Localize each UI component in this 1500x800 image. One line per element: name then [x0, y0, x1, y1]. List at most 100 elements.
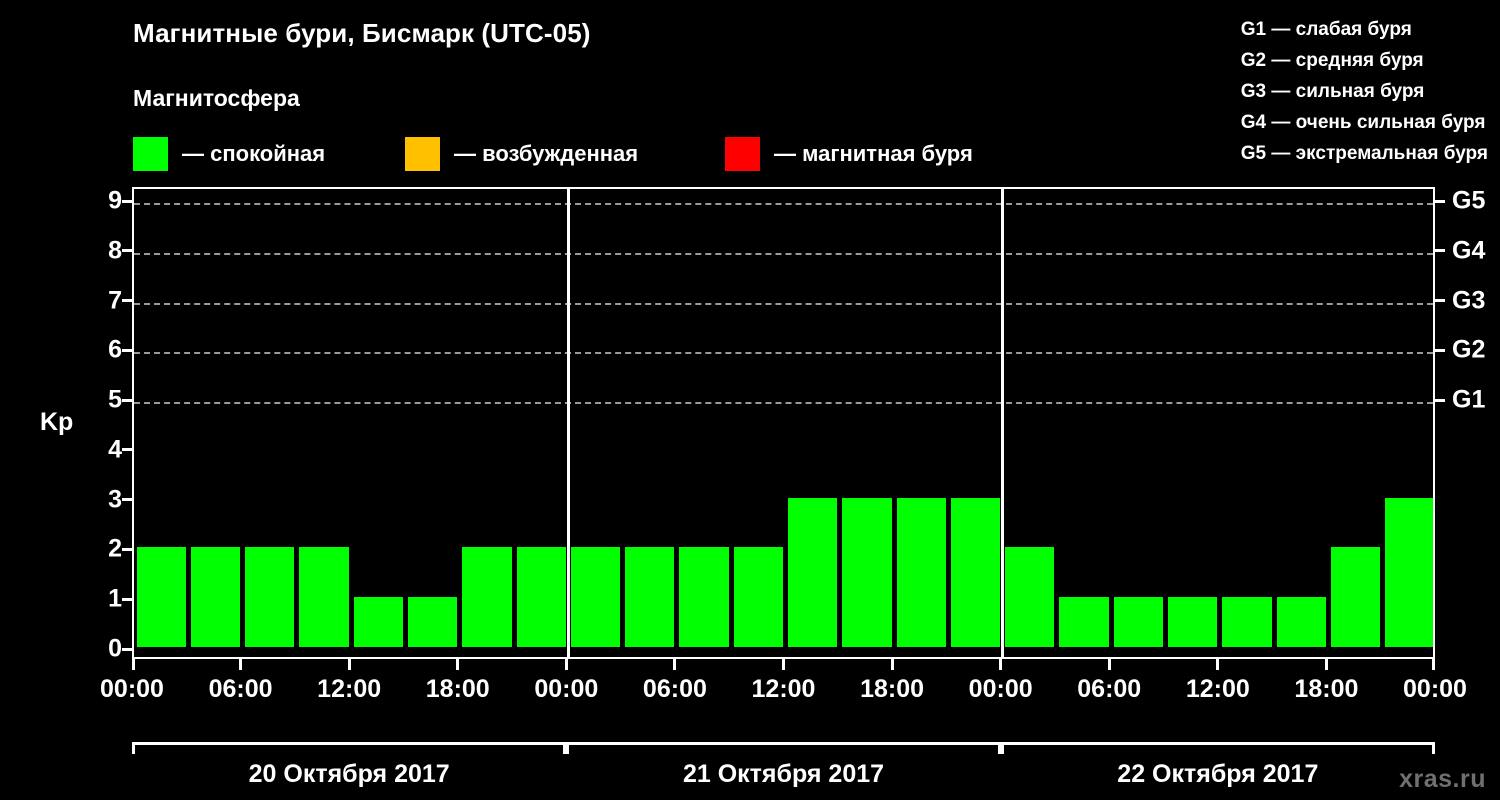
x-tick-mark [347, 659, 351, 670]
y-tick-label: 6 [108, 335, 122, 364]
y-tick-label: 8 [108, 236, 122, 265]
g-scale-legend: G1 — слабая буря G2 — средняя буря G3 — си… [1241, 14, 1488, 169]
y-tick-label: 0 [108, 634, 122, 663]
gridline [134, 203, 1433, 205]
x-tick-label: 06:00 [1077, 675, 1142, 703]
day-bands: 20 Октября 2017 21 Октября 2017 22 Октября… [132, 742, 1435, 798]
g-tick-mark [1434, 348, 1445, 352]
day-band-bracket [566, 742, 1001, 754]
y-tick-mark [122, 348, 132, 352]
g-tick-label-g4: G4 [1452, 236, 1486, 265]
x-tick-mark [564, 659, 568, 670]
x-tick-mark [890, 659, 894, 670]
y-axis-label: Kp [40, 408, 74, 436]
bar [733, 547, 783, 647]
g-tick-label-g1: G1 [1452, 385, 1486, 414]
day-separator [566, 189, 570, 657]
bar [679, 547, 729, 647]
g-scale-legend-row-2: G2 — средняя буря [1240, 50, 1424, 71]
g-tick-mark [1434, 299, 1445, 303]
bar [353, 597, 403, 647]
storm-swatch [725, 137, 760, 171]
legend-entry: — возбужденная [405, 133, 638, 175]
bar [896, 497, 946, 647]
bar [842, 497, 892, 647]
gridline [134, 252, 1433, 255]
day-separator [1001, 189, 1005, 657]
x-tick-label: 18:00 [1294, 675, 1359, 703]
x-axis: 00:00 06:00 12:00 18:00 00:00 06:00 12:00 18:00… [100, 659, 1467, 719]
day-band-bracket [1000, 742, 1435, 754]
legend-entry: — магнитная буря [725, 133, 973, 175]
x-tick-label: 00:00 [534, 675, 599, 703]
y-tick-label: 3 [108, 485, 122, 514]
x-tick-mark [1324, 659, 1328, 670]
y-tick-label: 1 [108, 584, 122, 613]
bar [516, 547, 566, 647]
x-tick-mark [673, 659, 677, 670]
g-scale-legend-row-4: G4 — очень сильная буря [1240, 112, 1486, 133]
bar [1222, 597, 1272, 647]
y-tick-mark [122, 249, 132, 253]
calm-swatch [133, 137, 168, 171]
bar [299, 547, 349, 647]
bar [625, 547, 675, 647]
g-tick-mark [1434, 199, 1445, 203]
g-tick-mark [1434, 398, 1445, 402]
y-tick-label: 5 [108, 385, 122, 414]
page-title: Магнитные бури, Бисмарк (UTC-05) [133, 18, 591, 48]
legend-entry-label: — магнитная буря [774, 141, 973, 166]
day-band-label: 20 Октября 2017 [248, 760, 450, 788]
legend-entry-label: — спокойная [182, 141, 326, 166]
y-tick-mark [122, 398, 132, 402]
bar [1330, 547, 1381, 647]
magnetosphere-legend-title: Магнитосфера [133, 85, 300, 111]
bar [570, 547, 621, 647]
x-tick-label: 18:00 [860, 675, 925, 703]
bar [462, 547, 512, 647]
y-tick-mark [122, 199, 132, 203]
gridline [134, 352, 1433, 355]
bar [1276, 597, 1326, 647]
unsettled-swatch [405, 137, 440, 171]
y-tick-label: 2 [108, 534, 122, 563]
x-tick-mark [1216, 659, 1220, 670]
day-band-label: 22 Октября 2017 [1117, 760, 1319, 788]
bar [407, 597, 458, 647]
y-tick-label: 9 [108, 186, 122, 215]
y-tick-label: 4 [108, 435, 122, 464]
y-axis-right-g-scale: G1 G2 G3 G4 G5 [1434, 187, 1500, 659]
x-tick-label: 00:00 [100, 675, 164, 703]
g-scale-legend-row-3: G3 — сильная буря [1240, 81, 1425, 102]
x-tick-label: 06:00 [642, 675, 707, 703]
gridline [134, 402, 1433, 405]
gridline [134, 302, 1433, 305]
bar [245, 547, 295, 647]
x-tick-label: 00:00 [1403, 675, 1467, 703]
x-tick-label: 12:00 [751, 675, 816, 703]
bar [136, 547, 186, 647]
y-tick-mark [122, 448, 132, 452]
bar [1059, 597, 1109, 647]
y-tick-mark [122, 547, 132, 551]
x-tick-label: 12:00 [317, 675, 382, 703]
legend-entry-label: — возбужденная [454, 141, 639, 166]
x-tick-mark [999, 659, 1003, 670]
x-tick-mark [456, 659, 460, 670]
y-tick-mark [122, 498, 132, 502]
day-band-label: 21 Октября 2017 [682, 760, 885, 788]
bar [1168, 597, 1218, 647]
bar [1113, 597, 1164, 647]
x-tick-label: 12:00 [1185, 675, 1250, 703]
day-band-bracket [132, 742, 567, 754]
g-tick-mark [1434, 249, 1445, 253]
bar [1005, 547, 1055, 647]
g-scale-legend-row-1: G1 — слабая буря [1240, 19, 1412, 40]
bar [950, 497, 1001, 647]
x-tick-mark [1432, 659, 1435, 670]
magnetosphere-legend: — спокойная — возбужденная — магнитная бур… [133, 133, 1033, 175]
plot-area [132, 187, 1435, 659]
x-tick-mark [1107, 659, 1111, 670]
g-tick-label-g3: G3 [1452, 286, 1486, 315]
y-tick-mark [122, 647, 132, 651]
